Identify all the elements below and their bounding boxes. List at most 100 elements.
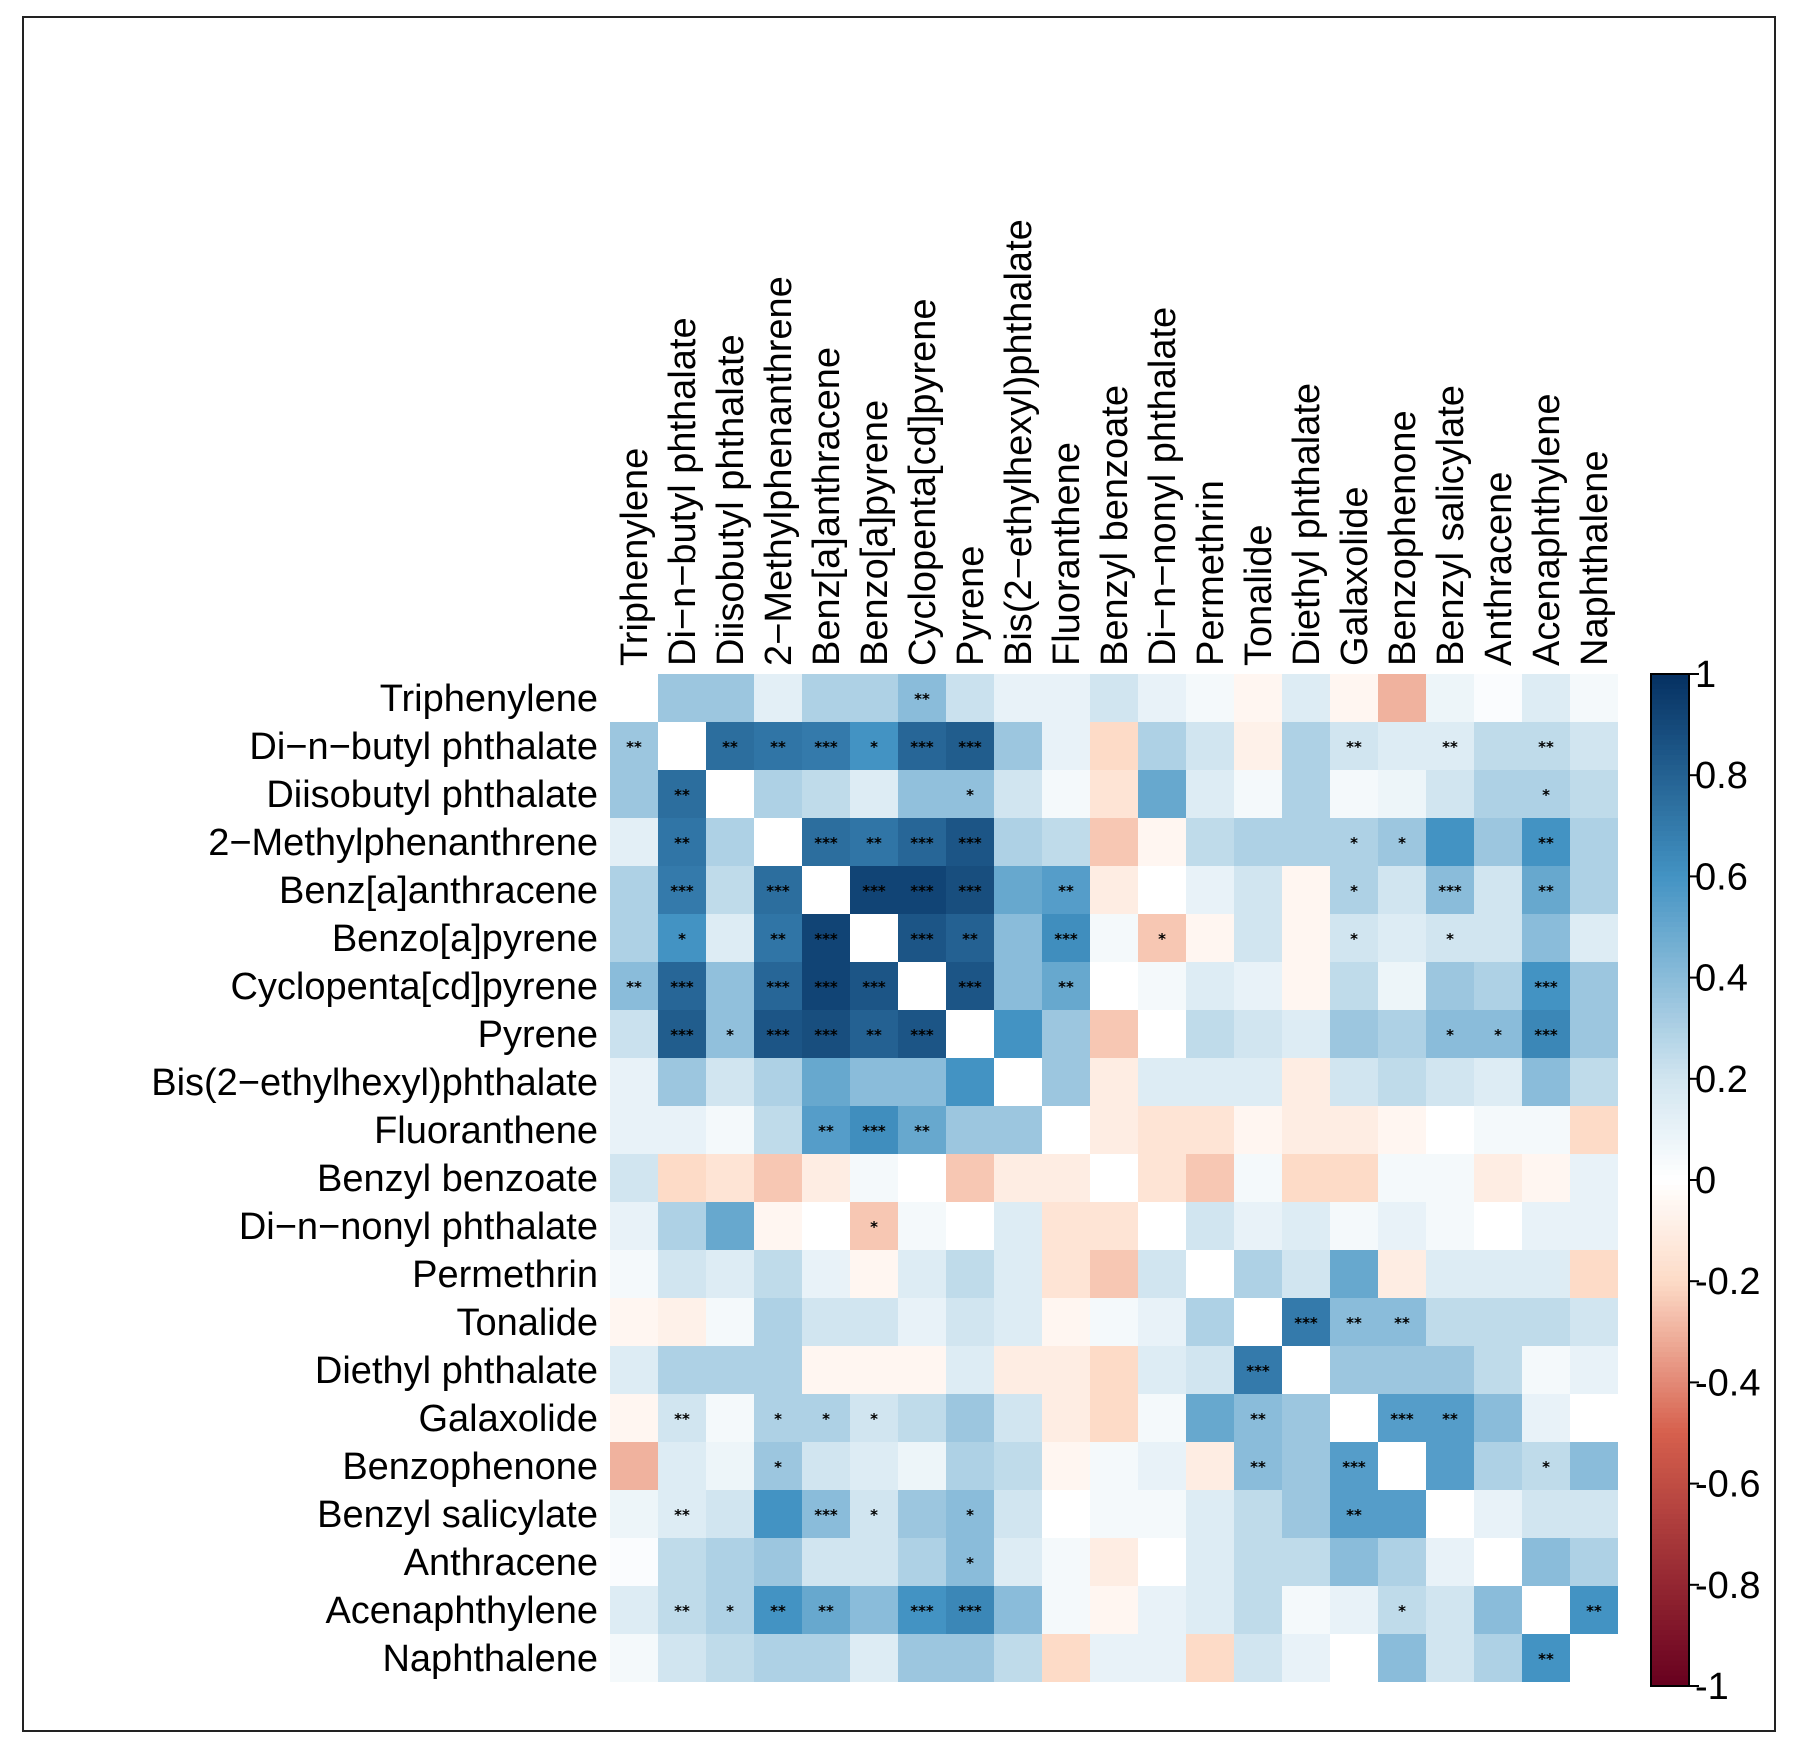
- heatmap-cell: [1426, 1202, 1474, 1250]
- colorbar-segment: [1651, 1023, 1689, 1029]
- heatmap-cell: [1282, 962, 1330, 1010]
- heatmap-cell: [850, 674, 898, 722]
- colorbar-segment: [1651, 780, 1689, 786]
- colorbar-segment: [1651, 1018, 1689, 1024]
- row-label-tonalide: Tonalide: [456, 1302, 598, 1344]
- heatmap-cell: [706, 962, 754, 1010]
- colorbar-segment: [1651, 820, 1689, 827]
- significance-label: *: [966, 786, 974, 804]
- heatmap-cell: [1042, 1634, 1090, 1682]
- significance-label: ***: [910, 882, 934, 900]
- heatmap-cell: [754, 722, 802, 770]
- heatmap-cell: [898, 1634, 946, 1682]
- colorbar-segment: [1651, 1417, 1689, 1424]
- heatmap-cell: [754, 1346, 802, 1394]
- heatmap-cell: [1282, 818, 1330, 866]
- heatmap-cell: [1282, 1154, 1330, 1202]
- significance-label: ***: [814, 834, 838, 852]
- heatmap-cell: [1042, 1250, 1090, 1298]
- colorbar-segment: [1651, 1635, 1689, 1642]
- significance-label: ***: [958, 834, 982, 852]
- colorbar-segment: [1651, 805, 1689, 812]
- heatmap-cell: [658, 1442, 706, 1490]
- colorbar-segment: [1651, 1129, 1689, 1136]
- heatmap-cell: [706, 1634, 754, 1682]
- heatmap-cell: [706, 1298, 754, 1346]
- heatmap-cell: [1042, 770, 1090, 818]
- heatmap-cell: [1090, 1154, 1138, 1202]
- colorbar-segment: [1651, 1220, 1689, 1227]
- heatmap-cell: [1282, 1538, 1330, 1586]
- significance-label: ***: [1390, 1410, 1414, 1428]
- heatmap-cell: [994, 1346, 1042, 1394]
- colorbar-segment: [1651, 1134, 1689, 1141]
- heatmap-cell: [1186, 1394, 1234, 1442]
- heatmap-cell: [1042, 866, 1090, 914]
- heatmap-cell: [1522, 1058, 1570, 1106]
- heatmap-cell: [1378, 1250, 1426, 1298]
- heatmap-cell: [1426, 962, 1474, 1010]
- heatmap-cell: [1090, 1298, 1138, 1346]
- heatmap-cell: [1090, 722, 1138, 770]
- significance-label: ***: [1438, 882, 1462, 900]
- colorbar-segment: [1651, 1250, 1689, 1257]
- heatmap-cell: [1186, 1442, 1234, 1490]
- colorbar-segment: [1651, 1392, 1689, 1399]
- heatmap-cell: [1522, 1346, 1570, 1394]
- heatmap-cell: [1570, 914, 1618, 962]
- significance-label: **: [1538, 882, 1554, 900]
- significance-label: ***: [1294, 1314, 1318, 1332]
- heatmap-cell: [1042, 1538, 1090, 1586]
- heatmap-cell: [1282, 1250, 1330, 1298]
- heatmap-cell: [610, 1154, 658, 1202]
- colorbar-segment: [1651, 1564, 1689, 1571]
- colorbar-segment: [1651, 1367, 1689, 1373]
- heatmap-cell: [1282, 1346, 1330, 1394]
- heatmap-cell: [1378, 1346, 1426, 1394]
- heatmap-cell: [1426, 1106, 1474, 1154]
- significance-label: **: [962, 930, 978, 948]
- colorbar-segment: [1651, 724, 1689, 731]
- heatmap-cell: [1522, 1490, 1570, 1538]
- heatmap-cell: [850, 1442, 898, 1490]
- row-label-fluoranthene: Fluoranthene: [374, 1110, 598, 1152]
- heatmap-cell: [610, 962, 658, 1010]
- heatmap-cell: [994, 1058, 1042, 1106]
- colorbar-segment: [1651, 1281, 1689, 1287]
- heatmap-cell: [1522, 1202, 1570, 1250]
- colorbar-segment: [1651, 1093, 1689, 1100]
- significance-label: **: [1346, 1314, 1362, 1332]
- colorbar-segment: [1651, 871, 1689, 877]
- heatmap-cell: [1522, 1154, 1570, 1202]
- heatmap-cell: [754, 962, 802, 1010]
- heatmap-cell: [1474, 1490, 1522, 1538]
- heatmap-cell: [850, 1586, 898, 1634]
- colorbar-segment: [1651, 1438, 1689, 1444]
- correlation-heatmap: Triphenylene Di−n−butyl phthalate Diisobut…: [151, 219, 1760, 1708]
- heatmap-cell: [994, 818, 1042, 866]
- heatmap-cell: [850, 1346, 898, 1394]
- significance-label: ***: [862, 1122, 886, 1140]
- significance-label: *: [966, 1506, 974, 1524]
- column-labels: Triphenylene Di−n−butyl phthalate Diisobut…: [614, 219, 1616, 666]
- heatmap-cell: [658, 818, 706, 866]
- heatmap-cell: [610, 1442, 658, 1490]
- heatmap-cell: [1234, 1538, 1282, 1586]
- significance-label: ***: [1342, 1458, 1366, 1476]
- significance-label: ***: [958, 978, 982, 996]
- colorbar-segment: [1651, 851, 1689, 857]
- heatmap-cell: [898, 962, 946, 1010]
- colorbar-segment: [1651, 1068, 1689, 1075]
- significance-label: *: [1542, 1458, 1550, 1476]
- significance-label: **: [866, 834, 882, 852]
- heatmap-cell: [946, 1394, 994, 1442]
- row-label-benzo-a-pyrene: Benzo[a]pyrene: [332, 918, 598, 960]
- significance-label: ***: [814, 738, 838, 756]
- heatmap-cell: [1522, 866, 1570, 914]
- heatmap-cell: [994, 1202, 1042, 1250]
- heatmap-cell: [658, 1106, 706, 1154]
- significance-label: **: [626, 738, 642, 756]
- colorbar-segment: [1651, 1534, 1689, 1540]
- heatmap-cell: [1378, 1394, 1426, 1442]
- significance-label: *: [1350, 834, 1358, 852]
